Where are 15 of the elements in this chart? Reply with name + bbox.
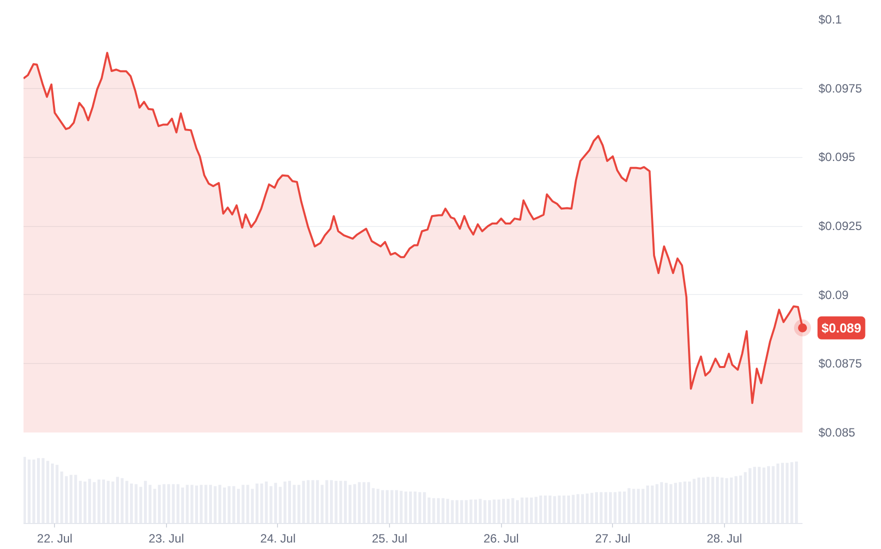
x-tick-label: 26. Jul: [483, 532, 519, 546]
y-tick-label: $0.0925: [818, 219, 862, 233]
y-tick-label: $0.0875: [818, 356, 862, 371]
y-tick-label: $0.09: [818, 288, 849, 302]
y-tick-label: $0.095: [818, 150, 856, 164]
x-tick-label: 22. Jul: [37, 532, 72, 546]
y-tick-label: $0.0975: [818, 81, 862, 96]
y-tick-label: $0.085: [818, 426, 856, 440]
x-tick-label: 27. Jul: [595, 532, 630, 546]
y-tick-label: $0.1: [818, 12, 842, 26]
x-tick-label: 28. Jul: [706, 532, 742, 546]
annotation: $0.089: [822, 320, 862, 336]
x-tick-label: 23. Jul: [148, 532, 184, 546]
x-tick-label: 25. Jul: [372, 532, 408, 546]
x-tick-label: 24. Jul: [260, 532, 296, 546]
